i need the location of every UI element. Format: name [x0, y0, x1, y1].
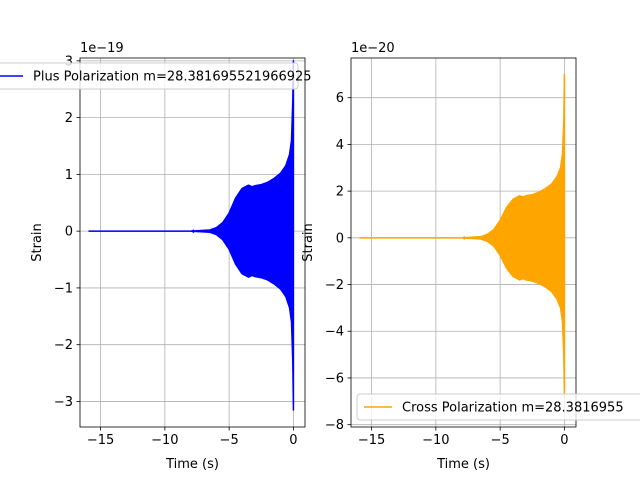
- y-tick-label: −2: [54, 338, 73, 353]
- x-tick-label: 0: [289, 433, 297, 448]
- y-tick-label: 0: [336, 231, 344, 246]
- axis-offset-text: 1e−20: [351, 41, 395, 56]
- y-tick-label: −3: [54, 395, 73, 410]
- y-tick-label: −8: [325, 418, 344, 433]
- x-axis-label: Time (s): [436, 457, 490, 472]
- legend-label: Cross Polarization m=28.3816955: [402, 401, 624, 416]
- axes-frame: [79, 57, 306, 428]
- axis-offset-text: 1e−19: [80, 41, 124, 56]
- y-tick-label: 2: [336, 185, 344, 200]
- legend-label: Plus Polarization m=28.381695521966925: [33, 70, 312, 85]
- y-tick-label: −2: [325, 278, 344, 293]
- legend-box: [356, 393, 640, 421]
- x-tick-label: −5: [220, 433, 239, 448]
- series-oscillation: [89, 60, 294, 403]
- y-tick-label: 1: [65, 168, 73, 183]
- y-tick-label: 4: [336, 138, 344, 153]
- x-tick-label: −10: [422, 433, 449, 448]
- x-tick-label: −15: [87, 433, 114, 448]
- y-tick-label: 3: [65, 54, 73, 69]
- y-tick-label: −1: [54, 281, 73, 296]
- x-tick-label: −15: [358, 433, 385, 448]
- y-tick-label: 0: [65, 225, 73, 240]
- y-tick-label: −4: [325, 325, 344, 340]
- y-axis-label: Strain: [301, 223, 316, 262]
- y-axis-label: Strain: [30, 223, 45, 262]
- x-tick-label: 0: [560, 433, 568, 448]
- series-oscillation: [360, 74, 565, 390]
- y-tick-label: −6: [325, 371, 344, 386]
- axes-frame: [350, 57, 577, 428]
- x-tick-label: −5: [491, 433, 510, 448]
- x-axis-label: Time (s): [165, 457, 219, 472]
- legend-box: [0, 62, 299, 90]
- cross-polarization-subplot: −15 −10 −5 0 −8 −6 −4 −2 0 2 4 6 Time (s) Strain 1e−20…: [301, 41, 640, 472]
- y-tick-label: 6: [336, 91, 344, 106]
- y-tick-label: 2: [65, 111, 73, 126]
- x-tick-label: −10: [151, 433, 178, 448]
